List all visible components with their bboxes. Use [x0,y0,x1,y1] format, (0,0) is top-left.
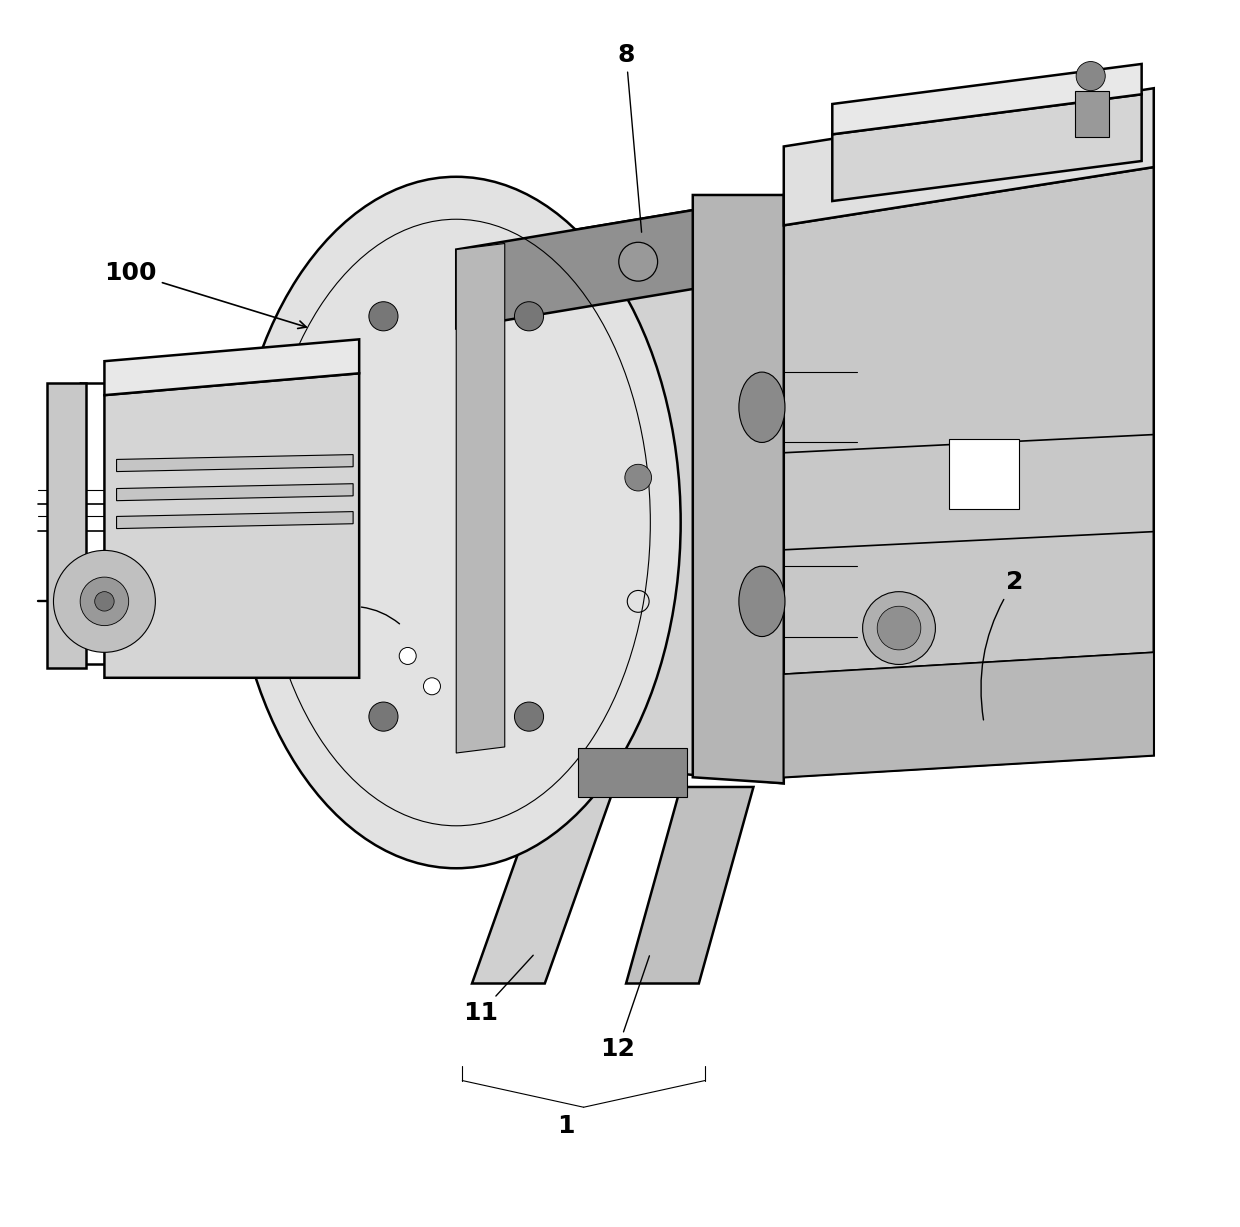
Circle shape [863,591,935,665]
Circle shape [625,464,651,491]
Polygon shape [784,88,1153,226]
Text: 2: 2 [981,571,1023,720]
Polygon shape [104,373,360,677]
Circle shape [399,648,417,665]
Text: 12: 12 [600,956,650,1061]
Circle shape [94,591,114,611]
Bar [949,439,1019,509]
Polygon shape [578,748,687,796]
Circle shape [515,702,543,731]
Ellipse shape [232,177,681,869]
Circle shape [1076,61,1105,91]
Circle shape [368,302,398,331]
Polygon shape [832,64,1142,134]
Bar [1075,91,1109,136]
Polygon shape [784,653,1153,777]
Polygon shape [784,167,1153,777]
Circle shape [515,302,543,331]
Text: 8: 8 [618,43,641,232]
Circle shape [877,606,921,650]
Text: 1: 1 [557,1114,574,1137]
Polygon shape [472,772,620,984]
Polygon shape [47,383,87,667]
Polygon shape [832,94,1142,201]
Polygon shape [626,787,754,984]
Polygon shape [117,512,353,529]
Polygon shape [456,195,784,329]
Circle shape [619,242,657,281]
Circle shape [368,702,398,731]
Polygon shape [456,243,505,753]
Circle shape [53,551,155,653]
Polygon shape [117,454,353,471]
Text: 100: 100 [104,261,306,329]
Polygon shape [693,195,784,783]
Polygon shape [117,483,353,501]
Text: 4: 4 [339,595,399,623]
Circle shape [81,577,129,626]
Ellipse shape [739,566,785,637]
Polygon shape [104,340,360,395]
Ellipse shape [739,372,785,443]
Polygon shape [456,195,784,783]
Text: 11: 11 [463,956,533,1025]
Circle shape [424,677,440,694]
